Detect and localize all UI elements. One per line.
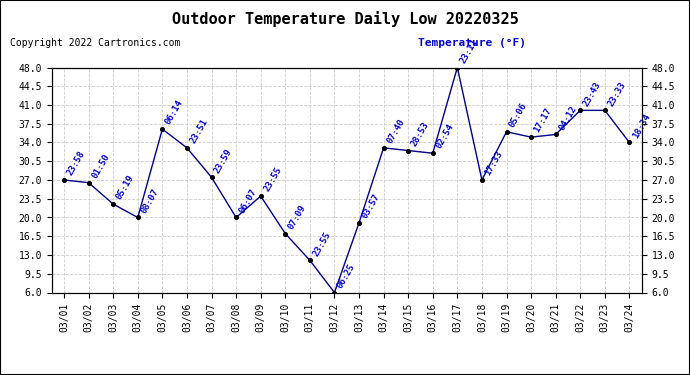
Text: 28:53: 28:53 (410, 120, 431, 148)
Text: Outdoor Temperature Daily Low 20220325: Outdoor Temperature Daily Low 20220325 (172, 11, 518, 27)
Text: 06:14: 06:14 (164, 99, 185, 126)
Text: 23:59: 23:59 (213, 147, 234, 174)
Text: 06:25: 06:25 (336, 262, 357, 290)
Text: 07:09: 07:09 (286, 203, 308, 231)
Text: 23:51: 23:51 (188, 117, 210, 145)
Point (353, 220, 364, 226)
Text: 04:12: 04:12 (557, 104, 578, 132)
Point (255, 193, 266, 199)
Text: 23:33: 23:33 (607, 80, 627, 108)
Text: 23:55: 23:55 (311, 230, 333, 258)
Point (526, 134, 537, 140)
Point (279, 231, 290, 237)
Point (476, 177, 487, 183)
Text: Copyright 2022 Cartronics.com: Copyright 2022 Cartronics.com (10, 38, 181, 48)
Point (403, 147, 414, 153)
Point (83, 180, 94, 186)
Point (550, 132, 561, 138)
Point (230, 214, 241, 220)
Text: 23:43: 23:43 (582, 80, 603, 108)
Point (575, 107, 586, 113)
Text: 01:50: 01:50 (90, 152, 111, 180)
Point (624, 140, 635, 146)
Point (206, 174, 217, 180)
Point (132, 214, 144, 220)
Text: Temperature (°F): Temperature (°F) (417, 38, 526, 48)
Text: 17:33: 17:33 (483, 150, 504, 177)
Point (501, 129, 512, 135)
Point (378, 145, 389, 151)
Point (59, 177, 70, 183)
Text: 23:11: 23:11 (459, 37, 480, 65)
Text: 23:58: 23:58 (66, 150, 87, 177)
Point (304, 257, 315, 263)
Point (600, 107, 611, 113)
Point (329, 290, 340, 296)
Text: 17:17: 17:17 (533, 106, 553, 134)
Point (452, 64, 463, 70)
Text: 05:06: 05:06 (508, 101, 529, 129)
Text: 03:57: 03:57 (360, 192, 382, 220)
Text: 18:34: 18:34 (631, 112, 652, 140)
Point (427, 150, 438, 156)
Point (108, 201, 119, 207)
Text: 02:54: 02:54 (434, 123, 455, 150)
Text: 08:07: 08:07 (139, 187, 160, 215)
Text: 05:19: 05:19 (115, 174, 136, 201)
Point (157, 126, 168, 132)
Point (181, 145, 193, 151)
Text: 07:40: 07:40 (385, 117, 406, 145)
Text: 06:07: 06:07 (237, 187, 259, 215)
Text: 23:55: 23:55 (262, 165, 284, 193)
